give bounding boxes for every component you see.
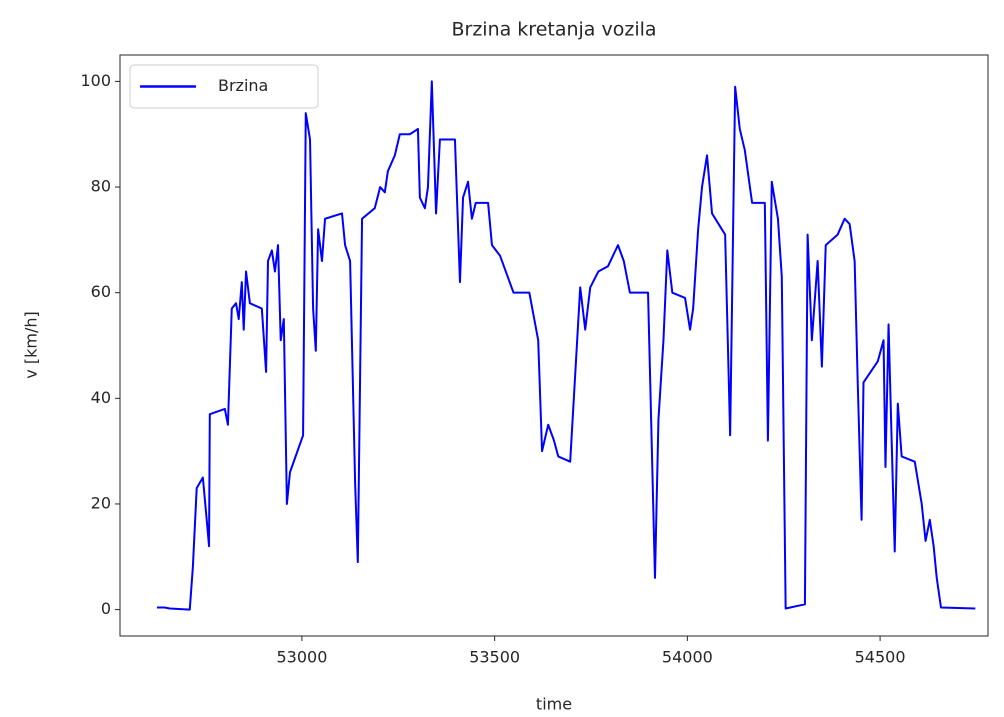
y-tick-label: 20: [91, 493, 111, 512]
y-tick-label: 40: [91, 388, 111, 407]
x-tick-label: 54500: [855, 648, 906, 667]
x-tick-label: 53500: [469, 648, 520, 667]
y-tick-label: 60: [91, 282, 111, 301]
line: [157, 80, 976, 611]
y-axis-label: v [km/h]: [22, 311, 41, 378]
x-tick-label: 54000: [662, 648, 713, 667]
y-tick-label: 0: [101, 599, 111, 618]
axes-frame: [119, 54, 989, 637]
x-tick-label: 53000: [276, 648, 327, 667]
chart-title: Brzina kretanja vozila: [451, 19, 656, 41]
x-axis-label: time: [536, 695, 572, 714]
legend-label: Brzina: [218, 76, 268, 95]
y-tick-label: 80: [91, 177, 111, 196]
legend-box: [129, 64, 319, 109]
y-tick-label: 100: [80, 71, 111, 90]
